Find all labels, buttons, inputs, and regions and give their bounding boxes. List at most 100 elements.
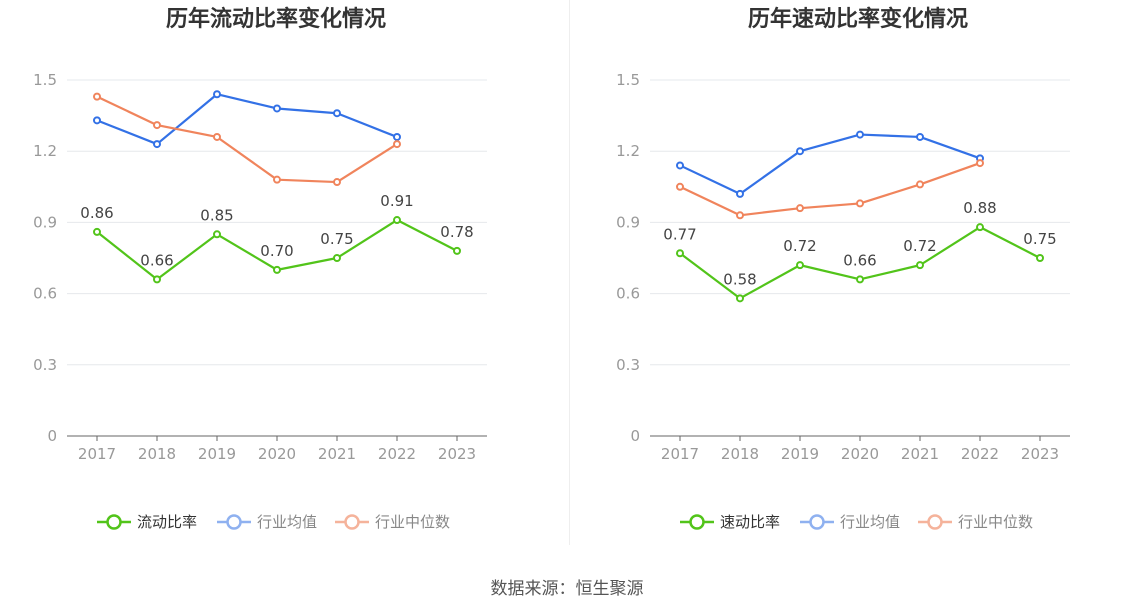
data-point-primary [213, 230, 221, 239]
data-label: 0.75 [320, 230, 353, 248]
legend-marker [106, 514, 122, 530]
x-tick-label: 2022 [378, 445, 416, 463]
y-tick-label: 0.3 [616, 356, 640, 374]
legend-label: 行业中位数 [958, 513, 1033, 531]
x-tick-label: 2017 [661, 445, 699, 463]
quick-ratio-chart: 历年速动比率变化情况 0 0.3 0.6 0.9 1.2 1.5 2017 2018 2019 20… [616, 6, 1070, 531]
data-label: 0.86 [80, 204, 113, 222]
data-point-industry-average [153, 140, 161, 149]
data-source-footer: 数据来源：恒生聚源 [490, 579, 644, 599]
data-point-industry-median [916, 180, 924, 189]
legend-marker [927, 514, 943, 530]
legend-label: 行业中位数 [375, 513, 450, 531]
data-point-industry-median [213, 132, 221, 141]
data-point-industry-median [976, 159, 984, 168]
data-point-industry-median [856, 199, 864, 208]
data-point-primary [736, 294, 744, 303]
y-tick-label: 1.5 [616, 71, 640, 89]
legend-label: 行业均值 [840, 513, 900, 531]
data-label: 0.78 [440, 223, 473, 241]
series-line-industry-median [96, 95, 398, 184]
data-point-industry-average [213, 90, 221, 99]
y-tick-label: 0.3 [33, 356, 57, 374]
data-label: 0.77 [663, 225, 696, 243]
series-line-industry-average [96, 93, 398, 146]
x-tick-label: 2021 [901, 445, 939, 463]
y-tick-label: 1.2 [616, 142, 640, 160]
data-point-industry-median [153, 121, 161, 130]
x-tick-label: 2020 [258, 445, 296, 463]
legend-marker [344, 514, 360, 530]
data-point-industry-median [393, 140, 401, 149]
data-point-primary [273, 265, 281, 274]
data-point-primary [976, 223, 984, 232]
data-point-industry-median [93, 92, 101, 101]
x-tick-label: 2018 [138, 445, 176, 463]
data-label: 0.58 [723, 270, 756, 288]
data-label: 0.88 [963, 199, 996, 217]
legend-marker [689, 514, 705, 530]
data-point-industry-average [93, 116, 101, 125]
series-line-industry-average [679, 133, 981, 196]
data-label: 0.91 [380, 192, 413, 210]
data-point-primary [153, 275, 161, 284]
data-point-primary [453, 246, 461, 255]
legend-item-primary: 流动比率 [97, 513, 197, 531]
x-tick-label: 2018 [721, 445, 759, 463]
data-label: 0.66 [843, 251, 876, 269]
data-point-industry-average [796, 147, 804, 156]
data-point-industry-median [676, 182, 684, 191]
x-tick-label: 2023 [1021, 445, 1059, 463]
data-point-industry-median [736, 211, 744, 220]
current-ratio-chart: 历年流动比率变化情况 0 0.3 0.6 0.9 1.2 1.5 2017 2018 2019 20… [33, 6, 487, 531]
y-tick-label: 1.5 [33, 71, 57, 89]
panel-divider [569, 0, 570, 545]
legend-label: 行业均值 [257, 513, 317, 531]
data-point-primary [333, 254, 341, 262]
data-point-industry-average [393, 132, 401, 141]
data-point-primary [1036, 254, 1044, 262]
data-point-industry-average [273, 104, 281, 113]
x-tick-label: 2022 [961, 445, 999, 463]
data-label: 0.70 [260, 242, 293, 260]
x-tick-label: 2019 [198, 445, 236, 463]
x-tick-label: 2019 [781, 445, 819, 463]
y-tick-label: 0.9 [616, 213, 640, 231]
legend-label: 速动比率 [720, 513, 780, 531]
legend-item-industry-median: 行业中位数 [918, 513, 1033, 531]
x-tick-label: 2020 [841, 445, 879, 463]
data-point-primary [856, 275, 864, 284]
data-label: 0.72 [783, 237, 816, 255]
legend-item-industry-average: 行业均值 [800, 513, 900, 531]
chart-title: 历年速动比率变化情况 [748, 6, 968, 32]
x-tick-label: 2017 [78, 445, 116, 463]
legend-marker [809, 514, 825, 530]
chart-panel-current-ratio: 历年流动比率变化情况 0 0.3 0.6 0.9 1.2 1.5 2017 2018 2019 20… [0, 0, 569, 560]
y-tick-label: 0 [630, 427, 640, 445]
y-tick-label: 0.9 [33, 213, 57, 231]
y-tick-label: 1.2 [33, 142, 57, 160]
y-tick-label: 0.6 [616, 285, 640, 303]
x-tick-label: 2023 [438, 445, 476, 463]
legend-item-primary: 速动比率 [680, 513, 780, 531]
data-point-industry-average [676, 161, 684, 170]
data-point-primary [93, 227, 101, 236]
data-point-industry-median [333, 178, 341, 187]
chart-title: 历年流动比率变化情况 [166, 6, 386, 32]
data-label: 0.72 [903, 237, 936, 255]
data-point-industry-average [736, 189, 744, 198]
data-point-industry-median [273, 175, 281, 184]
data-point-primary [676, 249, 684, 258]
data-point-primary [916, 261, 924, 270]
chart-panel-quick-ratio: 历年速动比率变化情况 0 0.3 0.6 0.9 1.2 1.5 2017 2018 2019 20… [570, 0, 1134, 560]
series-line-industry-median [679, 162, 981, 217]
data-point-primary [393, 216, 401, 225]
data-point-industry-average [856, 130, 864, 139]
data-label: 0.85 [200, 206, 233, 224]
x-tick-label: 2021 [318, 445, 356, 463]
y-tick-label: 0.6 [33, 285, 57, 303]
y-tick-label: 0 [47, 427, 57, 445]
data-point-primary [796, 261, 804, 270]
legend-item-industry-average: 行业均值 [217, 513, 317, 531]
legend-marker [226, 514, 242, 530]
